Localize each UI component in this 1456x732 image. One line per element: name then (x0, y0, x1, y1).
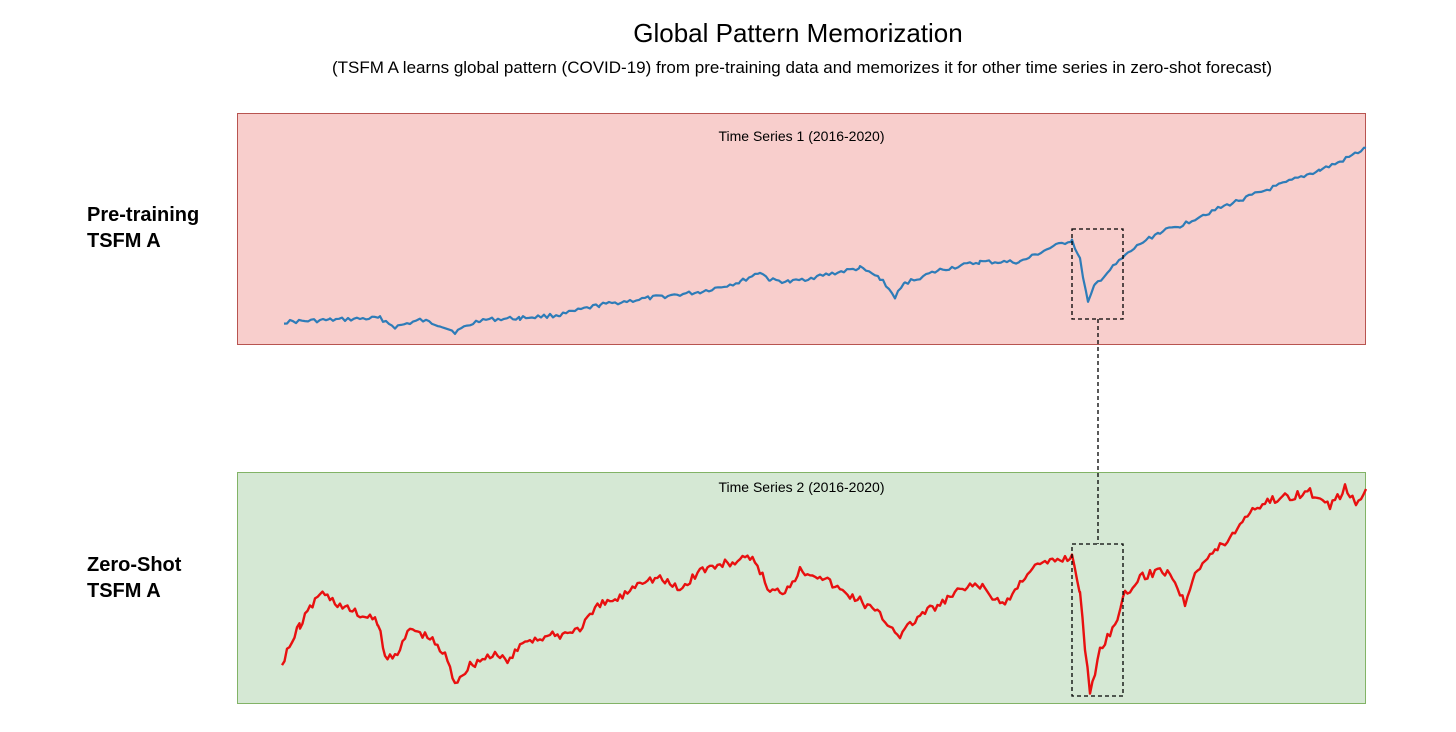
diagram-title: Global Pattern Memorization (633, 18, 963, 48)
covid-highlight-box-bottom (1071, 543, 1124, 697)
panel-title: Time Series 1 (2016-2020) (718, 128, 885, 144)
panel-title: Time Series 2 (2016-2020) (718, 479, 885, 495)
row-label-line1: Pre-training (87, 204, 200, 226)
time-series-1-line (283, 146, 1367, 335)
time-series-2-line (280, 483, 1368, 695)
row-label-zeroshot: Zero-Shot TSFM A (87, 552, 181, 604)
covid-highlight-box-top (1071, 228, 1124, 320)
row-label-pretraining: Pre-training TSFM A (87, 202, 199, 254)
row-label-line1: Zero-Shot (87, 554, 182, 576)
row-label-line2: TSFM A (87, 230, 161, 252)
panel-time-series-1: Time Series 1 (2016-2020) (237, 113, 1366, 345)
row-label-line2: TSFM A (87, 580, 161, 602)
diagram-subtitle: (TSFM A learns global pattern (COVID-19)… (331, 58, 1273, 77)
